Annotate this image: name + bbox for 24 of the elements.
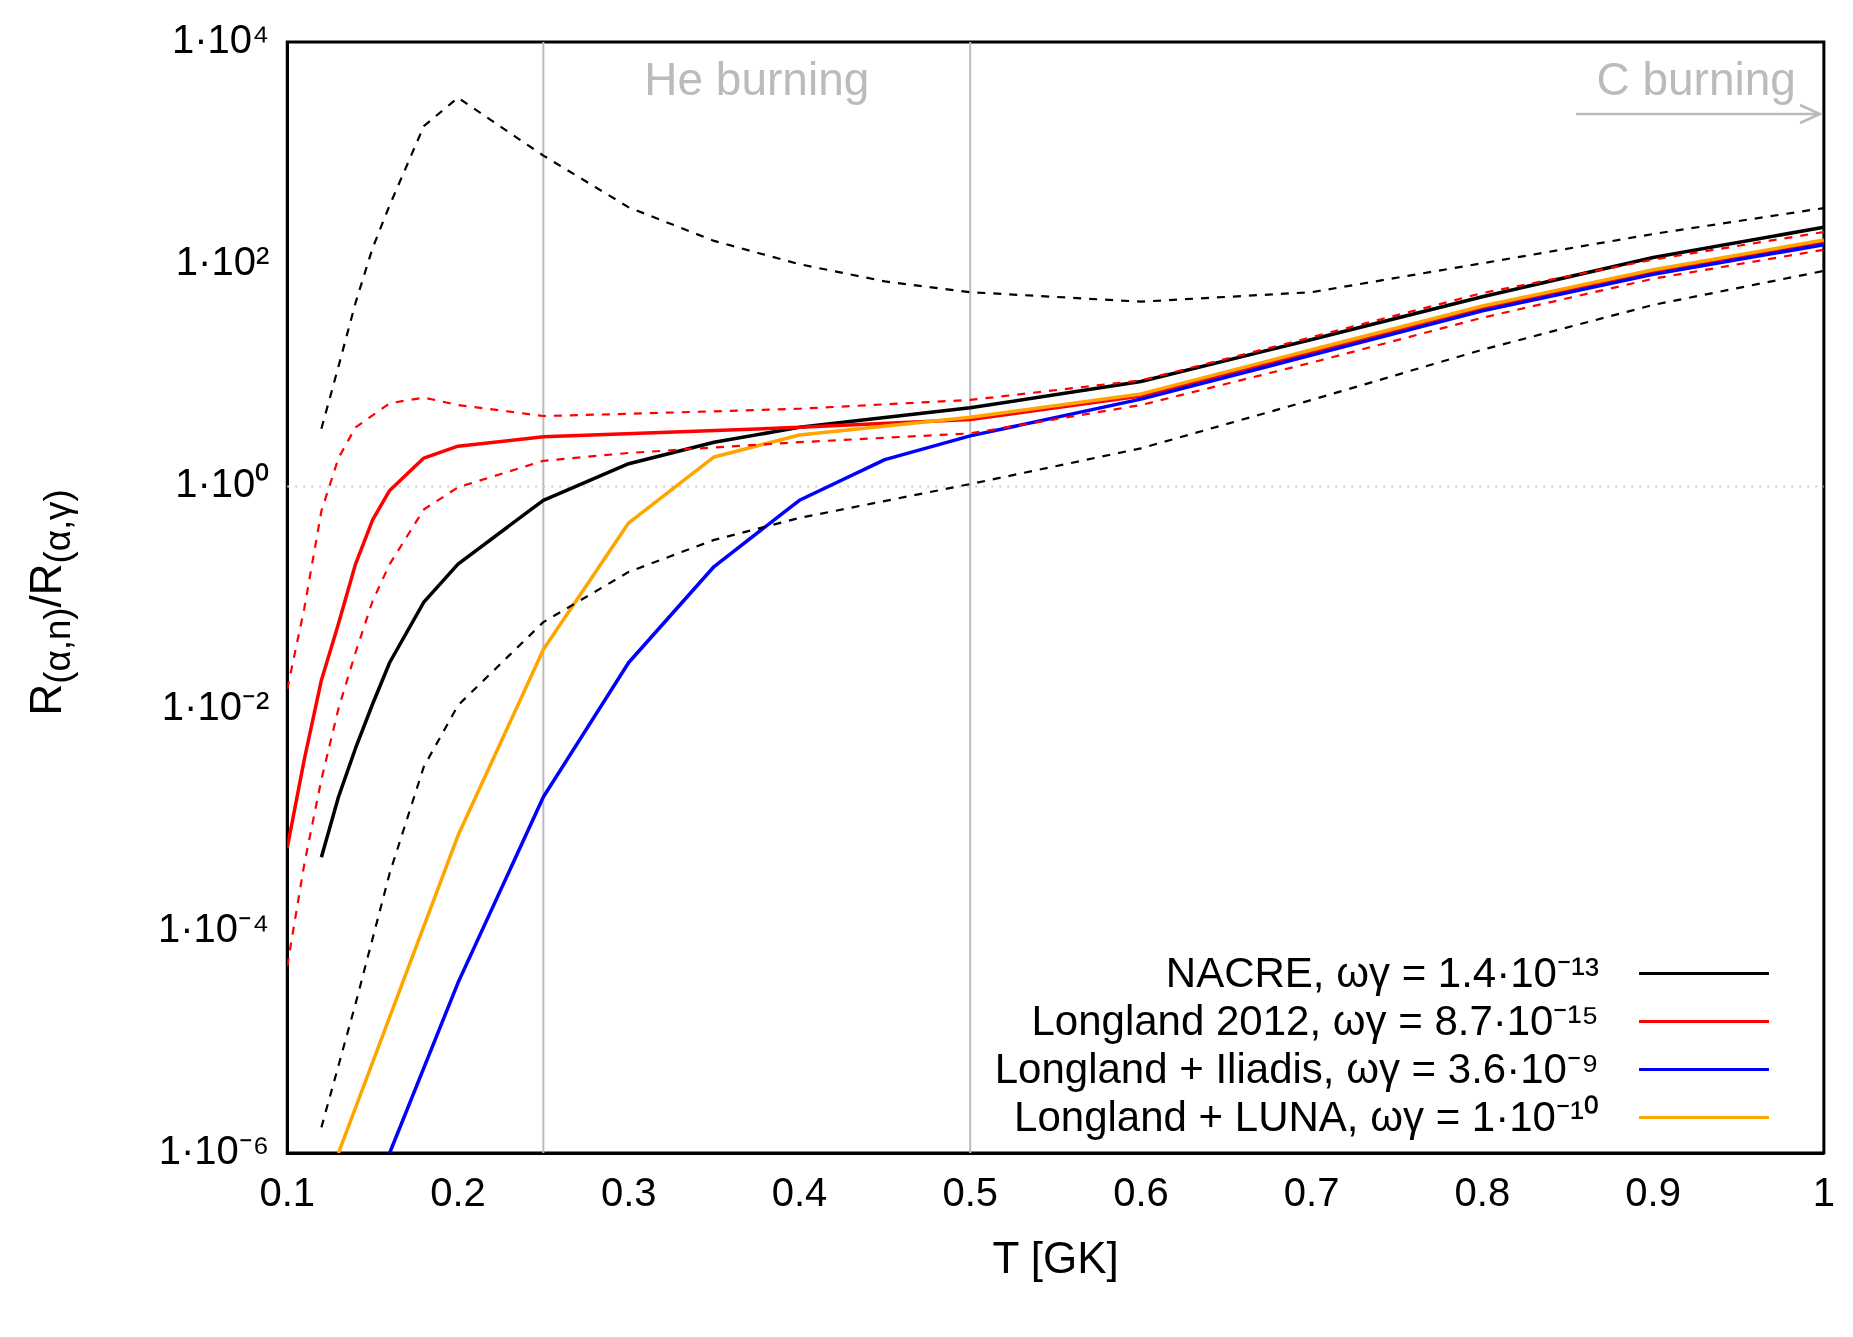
- line-series: [287, 230, 1824, 691]
- x-tick-label: 0.7: [1283, 1170, 1340, 1215]
- legend-label: Longland + LUNA, ωγ = 1·10⁻¹⁰: [1014, 1093, 1599, 1141]
- x-tick-label: 0.4: [771, 1170, 828, 1215]
- x-tick-label: 0.6: [1113, 1170, 1169, 1215]
- y-tick-label: 1·10²: [175, 239, 270, 284]
- y-tick-label: 1·10⁻⁶: [158, 1128, 270, 1173]
- annotation: C burning: [1596, 52, 1796, 105]
- x-tick-label: 0.5: [942, 1170, 998, 1215]
- y-tick-label: 1·10⁰: [175, 461, 270, 506]
- annotation: He burning: [644, 52, 870, 105]
- x-tick-label: 0.2: [430, 1170, 486, 1215]
- x-tick-label: 0.1: [259, 1170, 316, 1215]
- y-tick-label: 1·10⁻⁴: [158, 905, 270, 950]
- legend-label: Longland + Iliadis, ωγ = 3.6·10⁻⁹: [994, 1045, 1599, 1093]
- x-tick-label: 0.9: [1625, 1170, 1681, 1215]
- x-tick-label: 0.8: [1454, 1170, 1511, 1215]
- x-tick-label: 1: [1812, 1170, 1835, 1215]
- x-tick-label: 0.3: [600, 1170, 657, 1215]
- legend-label: NACRE, ωγ = 1.4·10⁻¹³: [1165, 949, 1599, 997]
- legend-label: Longland 2012, ωγ = 8.7·10⁻¹⁵: [1031, 997, 1599, 1045]
- y-tick-label: 1·10⁻²: [161, 683, 270, 728]
- y-tick-label: 1·10⁴: [172, 17, 270, 62]
- x-axis-title: T [GK]: [991, 1233, 1120, 1283]
